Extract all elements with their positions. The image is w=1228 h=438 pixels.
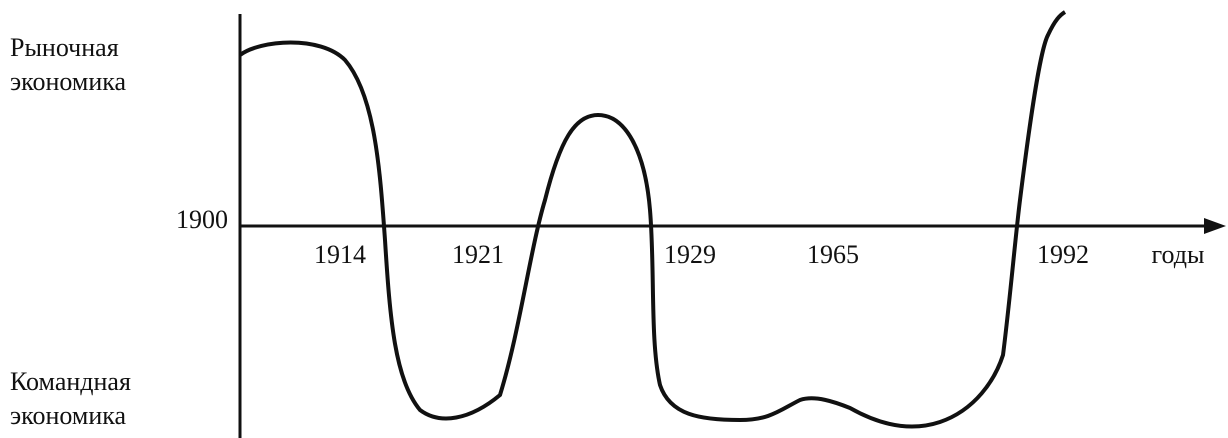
year-label: 1921 [452, 240, 504, 269]
bottom-label: экономика [10, 401, 126, 430]
year-label: 1914 [314, 240, 366, 269]
axis-arrow [1204, 218, 1226, 234]
economy-curve [238, 10, 1067, 429]
year-label: 1929 [664, 240, 716, 269]
top-label: Рыночная [10, 33, 119, 62]
top-label: экономика [10, 67, 126, 96]
origin-label: 1900 [176, 205, 228, 234]
year-label: 1965 [807, 240, 859, 269]
year-label: 1992 [1037, 240, 1089, 269]
bottom-label: Командная [10, 367, 131, 396]
x-axis-label: годы [1152, 240, 1205, 269]
